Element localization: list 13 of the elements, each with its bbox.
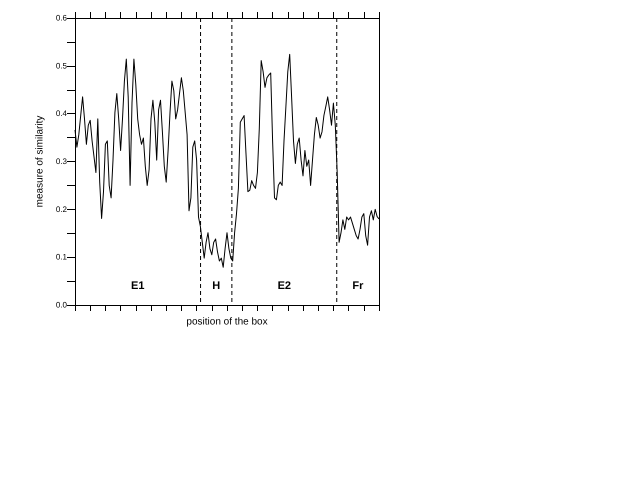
y-tick-label: 0.2 <box>56 204 68 214</box>
y-tick-label: 0.4 <box>56 109 68 118</box>
annotation: H <box>212 280 220 292</box>
y-axis-title: measure of similarity <box>34 116 46 208</box>
annotation: Fr <box>352 280 364 292</box>
y-tick-label: 0.1 <box>56 252 68 262</box>
y-tick-label: 0.0 <box>56 300 68 310</box>
annotation: E1 <box>131 280 145 292</box>
annotation: E2 <box>278 280 292 292</box>
y-tick-label: 0.3 <box>56 157 68 166</box>
y-tick-label: 0.5 <box>56 61 68 70</box>
y-tick-label: 0.6 <box>56 14 68 22</box>
x-axis-title: position of the box <box>186 316 268 328</box>
